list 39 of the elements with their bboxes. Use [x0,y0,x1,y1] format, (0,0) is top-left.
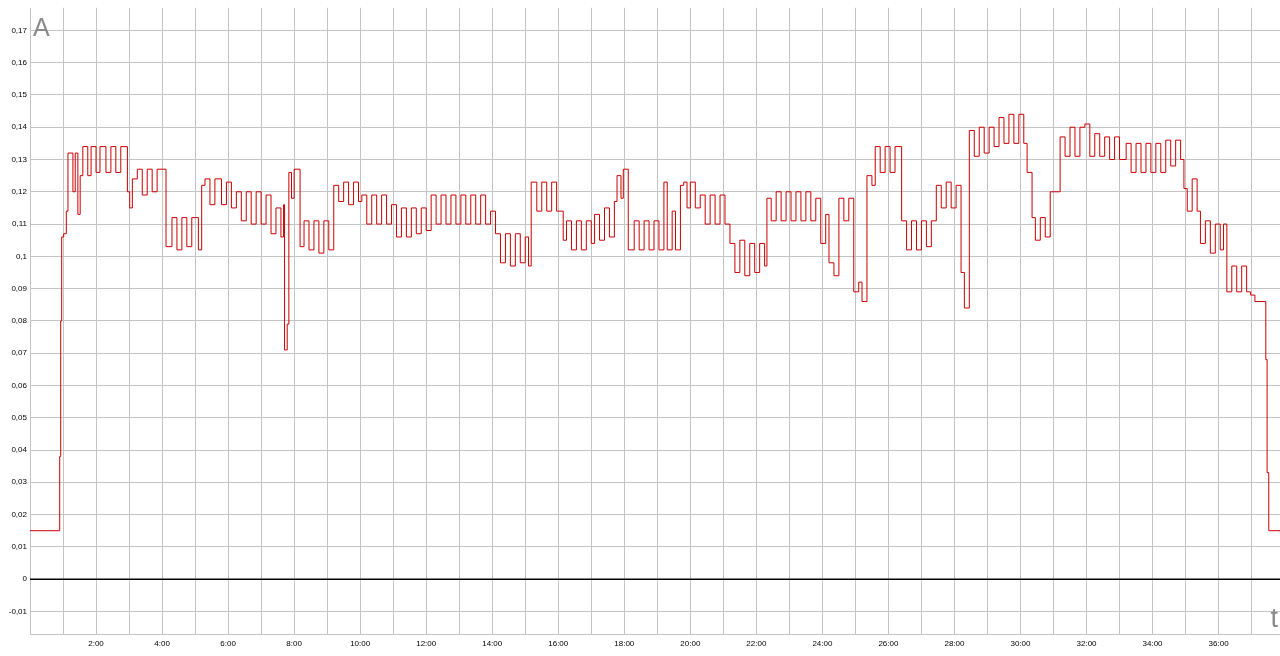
y-tick-label: 0,04 [11,445,28,455]
x-tick-label: 22:00 [746,639,767,648]
x-tick-label: 36:00 [1208,639,1230,648]
y-tick-label: 0,08 [11,316,28,326]
y-tick-label: 0,16 [11,57,28,67]
y-tick-label: 0 [22,574,28,584]
x-tick-label: 12:00 [416,639,437,648]
y-tick-label: 0,11 [12,219,28,229]
y-axis-title: A [33,12,50,41]
y-tick-label: 0,02 [11,509,28,519]
y-tick-label: 0,07 [11,348,28,358]
x-tick-label: 16:00 [548,639,569,648]
y-tick-label: 0,12 [11,186,28,196]
x-tick-label: 32:00 [1076,639,1098,648]
x-axis-title: t [1270,603,1279,633]
y-tick-label: 0,14 [11,122,28,132]
y-tick-label: 0,1 [15,251,28,261]
x-tick-label: 26:00 [878,639,899,648]
x-tick-label: 20:00 [680,639,701,648]
x-tick-label: 8:00 [286,639,303,648]
x-tick-label: 34:00 [1142,639,1164,648]
y-tick-label: 0,03 [11,477,28,487]
x-tick-label: 6:00 [220,639,237,648]
x-tick-label: 28:00 [944,639,966,648]
y-tick-label: 0,13 [11,154,28,164]
y-tick-label: 0,17 [11,25,28,35]
x-tick-label: 30:00 [1010,639,1032,648]
y-tick-label: 0,01 [11,542,28,552]
y-tick-label: 0,15 [11,90,28,100]
x-tick-label: 14:00 [482,639,503,648]
y-tick-label: 0,09 [11,283,28,293]
y-tick-label: 0,05 [11,412,28,422]
x-tick-label: 18:00 [614,639,635,648]
x-tick-label: 2:00 [88,639,105,648]
y-tick-label: 0,06 [11,380,28,390]
x-tick-label: 4:00 [154,639,171,648]
y-tick-label: -0,01 [8,606,28,616]
x-tick-label: 24:00 [812,639,833,648]
x-tick-label: 10:00 [350,639,371,648]
